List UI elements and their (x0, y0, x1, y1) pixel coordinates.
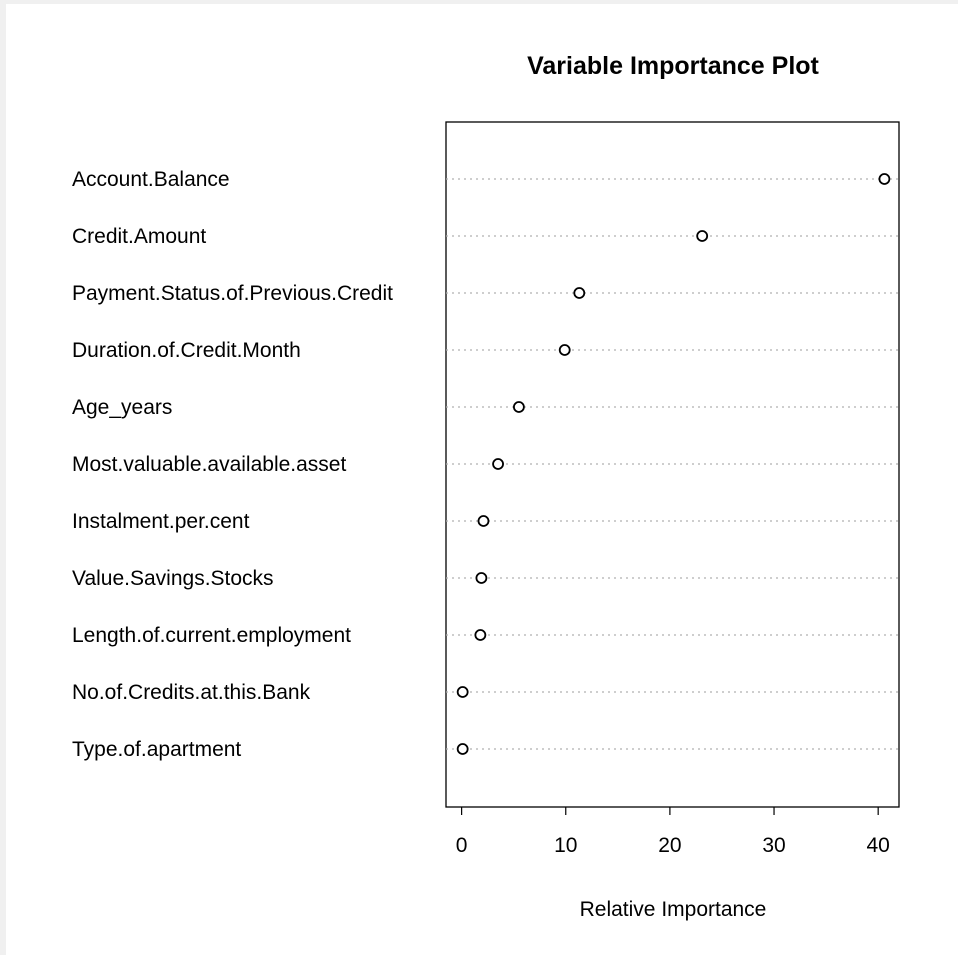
x-tick-label: 40 (866, 834, 889, 857)
x-axis-label: Relative Importance (580, 898, 767, 921)
category-label: No.of.Credits.at.this.Bank (72, 681, 311, 704)
grid-lines (446, 178, 899, 750)
data-point (456, 686, 469, 698)
data-point (456, 743, 469, 755)
x-tick-label: 10 (554, 834, 577, 857)
x-tick-label: 30 (762, 834, 785, 857)
category-label: Length.of.current.employment (72, 624, 351, 647)
data-points (456, 173, 891, 755)
data-point (474, 629, 487, 641)
data-point (878, 173, 891, 185)
category-label: Credit.Amount (72, 225, 206, 248)
plot-frame: Variable Importance Plot Account.Balance… (6, 4, 958, 955)
x-tick-label: 20 (658, 834, 681, 857)
category-label: Value.Savings.Stocks (72, 567, 274, 590)
chart-title: Variable Importance Plot (527, 52, 819, 80)
category-labels: Account.Balance Credit.Amount Payment.Stat… (72, 168, 393, 761)
category-label: Type.of.apartment (72, 738, 241, 761)
data-point (512, 401, 525, 413)
x-axis: 0 10 20 30 40 (456, 807, 890, 857)
variable-importance-chart: Variable Importance Plot Account.Balance… (72, 52, 900, 921)
category-label: Duration.of.Credit.Month (72, 339, 301, 362)
category-label: Age_years (72, 396, 172, 419)
data-point (492, 458, 504, 470)
data-point (558, 344, 571, 356)
category-label: Instalment.per.cent (72, 510, 250, 533)
data-point (573, 287, 586, 299)
data-point (696, 230, 709, 242)
x-tick-label: 0 (456, 834, 468, 857)
category-label: Account.Balance (72, 168, 230, 191)
data-point (475, 572, 488, 584)
data-point (477, 515, 490, 527)
category-label: Payment.Status.of.Previous.Credit (72, 282, 393, 305)
category-label: Most.valuable.available.asset (72, 453, 346, 476)
